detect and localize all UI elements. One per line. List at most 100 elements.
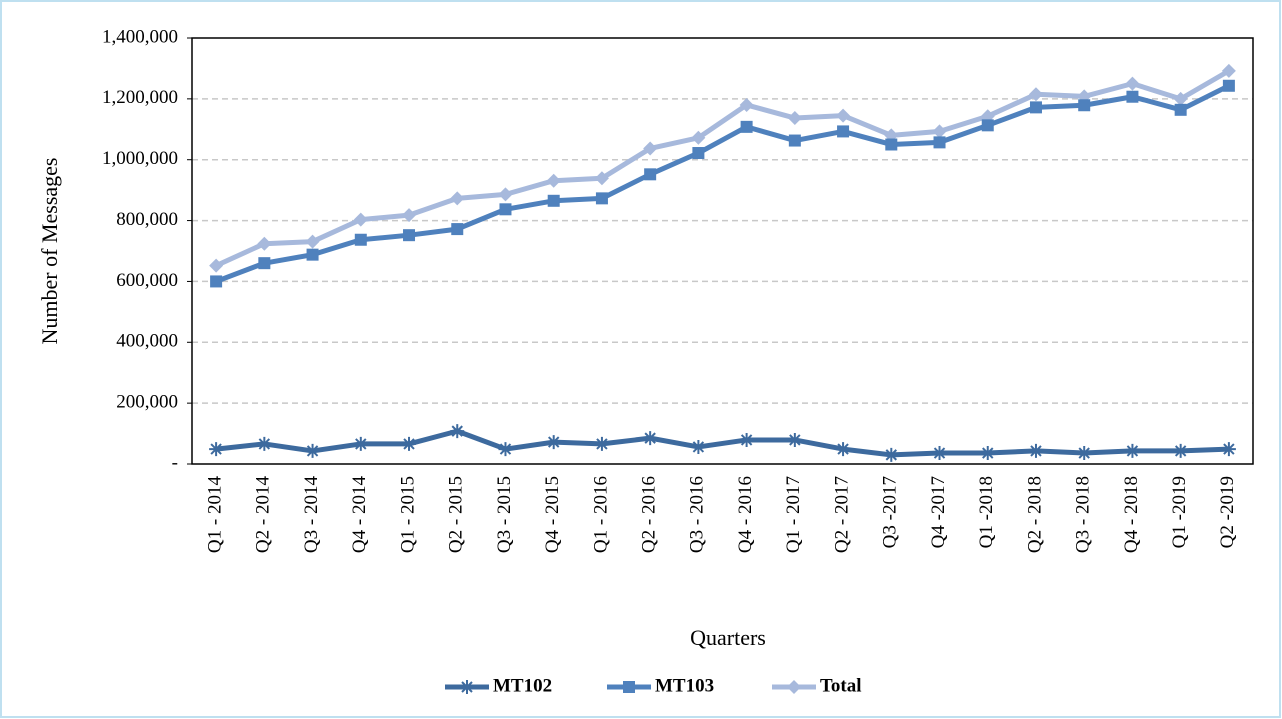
marker <box>353 436 368 451</box>
x-tick-label: Q2 - 2015 <box>446 476 467 553</box>
marker <box>498 442 513 457</box>
marker <box>932 124 947 139</box>
marker <box>547 194 560 207</box>
y-tick-label: 400,000 <box>116 331 178 352</box>
marker <box>933 136 946 149</box>
y-tick-label: 200,000 <box>116 392 178 413</box>
marker <box>885 138 898 151</box>
marker <box>354 233 367 246</box>
marker <box>258 257 271 270</box>
series <box>210 79 1235 288</box>
marker <box>209 442 224 457</box>
marker <box>209 258 224 273</box>
marker <box>787 111 802 126</box>
marker <box>402 436 417 451</box>
x-tick-label: Q2 - 2018 <box>1024 476 1045 553</box>
y-tick-label: 600,000 <box>116 270 178 291</box>
y-tick-label: - <box>172 452 178 473</box>
marker <box>691 439 706 454</box>
plot-area <box>191 37 1254 465</box>
x-tick-label: Q1 - 2014 <box>204 476 225 554</box>
marker <box>692 147 705 160</box>
series-line <box>215 83 1231 284</box>
x-tick-label: Q1 -2019 <box>1169 476 1190 548</box>
series-line <box>215 428 1229 458</box>
marker <box>451 223 464 236</box>
marker <box>546 435 561 450</box>
marker <box>257 236 272 251</box>
y-tick-label: 800,000 <box>116 209 178 230</box>
marker <box>450 424 465 439</box>
marker <box>1029 101 1042 114</box>
marker <box>787 432 802 447</box>
x-tick-label: Q1 - 2016 <box>590 476 611 553</box>
marker <box>643 431 658 446</box>
series-line <box>215 68 1231 268</box>
marker <box>305 443 320 458</box>
marker <box>1125 76 1140 91</box>
marker <box>450 191 465 206</box>
marker <box>1173 443 1188 458</box>
x-tick-label: Q3 - 2015 <box>494 476 515 553</box>
marker <box>1028 443 1043 458</box>
x-tick-label: Q4 - 2014 <box>349 476 370 554</box>
marker <box>980 446 995 461</box>
marker <box>836 108 851 123</box>
marker <box>403 229 416 242</box>
y-tick-label: 1,000,000 <box>102 148 178 169</box>
marker <box>739 432 754 447</box>
x-tick-label: Q4 - 2015 <box>542 476 563 553</box>
marker <box>1077 446 1092 461</box>
legend-label: MT103 <box>655 675 714 696</box>
marker <box>788 134 801 147</box>
series <box>209 63 1236 273</box>
x-axis-title: Quarters <box>690 625 766 650</box>
marker <box>932 446 947 461</box>
x-tick-label: Q3 - 2016 <box>687 476 708 553</box>
marker <box>1221 442 1236 457</box>
marker <box>499 203 512 216</box>
marker <box>257 436 272 451</box>
marker <box>1222 79 1235 92</box>
x-tick-label: Q2 - 2014 <box>253 476 274 554</box>
marker <box>1174 103 1187 116</box>
marker <box>594 436 609 451</box>
marker <box>623 681 635 693</box>
marker <box>837 125 850 138</box>
marker <box>210 275 223 288</box>
x-tick-label: Q2 - 2017 <box>831 476 852 553</box>
x-tick-label: Q3 -2017 <box>880 476 901 548</box>
y-axis-title: Number of Messages <box>37 158 62 345</box>
marker <box>884 447 899 462</box>
marker <box>595 192 608 205</box>
marker <box>836 442 851 457</box>
x-tick-label: Q1 - 2017 <box>783 476 804 553</box>
x-tick-label: Q3 - 2014 <box>301 476 322 554</box>
y-tick-label: 1,400,000 <box>102 26 178 47</box>
x-tick-label: Q1 -2018 <box>976 476 997 548</box>
marker <box>1221 63 1236 78</box>
series <box>209 424 1236 462</box>
marker <box>353 212 368 227</box>
marker <box>402 208 417 223</box>
legend-label: Total <box>820 675 862 696</box>
marker <box>498 187 513 202</box>
marker <box>1173 91 1188 106</box>
marker <box>546 173 561 188</box>
marker <box>643 141 658 156</box>
x-tick-label: Q3 - 2018 <box>1073 476 1094 553</box>
marker <box>305 234 320 249</box>
x-tick-label: Q2 -2019 <box>1217 476 1238 548</box>
marker <box>739 97 754 112</box>
y-tick-label: 1,200,000 <box>102 87 178 108</box>
marker <box>1126 90 1139 103</box>
marker <box>1028 87 1043 102</box>
x-tick-label: Q2 - 2016 <box>639 476 660 553</box>
marker <box>644 168 657 181</box>
marker <box>1078 99 1091 112</box>
x-tick-label: Q4 - 2016 <box>735 476 756 553</box>
marker <box>1125 443 1140 458</box>
marker <box>691 130 706 145</box>
